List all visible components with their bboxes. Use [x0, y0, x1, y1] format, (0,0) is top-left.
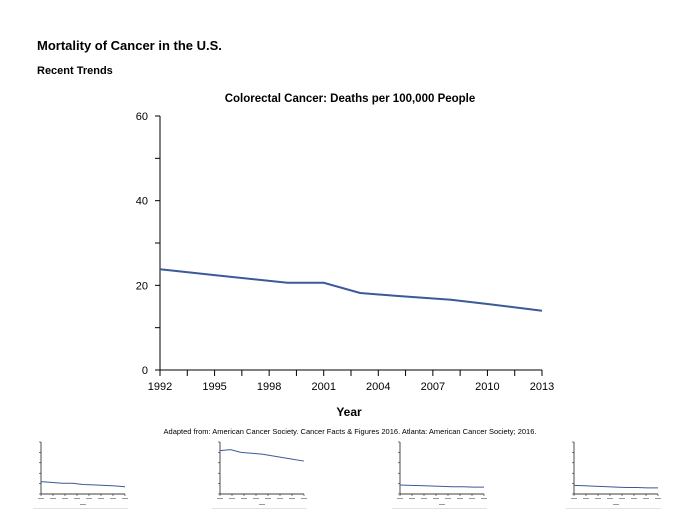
source-note: Adapted from: American Cancer Society. C… [164, 427, 537, 436]
x-tick-label: 1992 [148, 381, 172, 393]
thumb-x-label-glyph [301, 498, 307, 499]
thumb-x-label-glyph [457, 498, 463, 499]
thumb-x-label-glyph [643, 498, 649, 499]
thumb-x-label-glyph [631, 498, 637, 499]
thumb-x-label-glyph [277, 498, 283, 499]
x-tick-label: 2013 [530, 381, 554, 393]
chart-title: Colorectal Cancer: Deaths per 100,000 Pe… [225, 93, 476, 105]
x-tick-label: 1995 [202, 381, 226, 393]
chart-axes: 0 20 40 60 1992 1995 1998 2001 2004 2007 2010 2013 [136, 111, 554, 393]
thumb-x-label-glyph [265, 498, 271, 499]
thumbnail-chart-3[interactable] [392, 438, 487, 513]
thumb-xlabel-glyph [439, 504, 445, 505]
thumb-x-label-glyph [655, 498, 661, 499]
thumb-x-label-glyph [241, 498, 247, 499]
thumb-x-label-glyph [74, 498, 80, 499]
thumb-x-label-glyph [253, 498, 259, 499]
thumb-x-label-glyph [38, 498, 44, 499]
thumb-series-line [573, 484, 658, 489]
thumb-xlabel-glyph [259, 504, 265, 505]
page-subtitle: Recent Trends [37, 65, 113, 77]
x-tick-label: 2010 [475, 381, 499, 393]
thumb-x-label-glyph [50, 498, 56, 499]
thumb-x-label-glyph [583, 498, 589, 499]
thumb-x-label-glyph [445, 498, 451, 499]
thumb-x-label-glyph [595, 498, 601, 499]
thumb-x-label-glyph [481, 498, 487, 499]
x-tick-label: 2004 [366, 381, 390, 393]
y-tick-label: 20 [136, 280, 148, 292]
thumb-x-label-glyph [571, 498, 577, 499]
thumb-x-label-glyph [289, 498, 295, 499]
thumb-x-label-glyph [86, 498, 92, 499]
series-line [159, 268, 543, 312]
x-tick-label: 2007 [421, 381, 445, 393]
chart-series [159, 268, 543, 312]
thumbnail-chart-1[interactable] [33, 438, 128, 513]
y-tick-label: 0 [142, 365, 148, 377]
thumb-x-label-glyph [98, 498, 104, 499]
thumb-x-label-glyph [409, 498, 415, 499]
thumb-x-label-glyph [421, 498, 427, 499]
thumb-x-label-glyph [217, 498, 223, 499]
x-tick-label: 1998 [257, 381, 281, 393]
colorectal-mortality-chart: Colorectal Cancer: Deaths per 100,000 Pe… [136, 93, 554, 436]
thumb-x-label-glyph [110, 498, 116, 499]
thumb-x-label-glyph [229, 498, 235, 499]
page-title: Mortality of Cancer in the U.S. [37, 38, 222, 53]
thumb-x-label-glyph [469, 498, 475, 499]
thumb-xlabel-glyph [613, 504, 619, 505]
thumb-series-line [40, 481, 126, 488]
thumb-x-label-glyph [433, 498, 439, 499]
thumb-x-label-glyph [619, 498, 625, 499]
thumb-x-label-glyph [397, 498, 403, 499]
thumb-x-label-glyph [122, 498, 128, 499]
thumbnail-chart-4[interactable] [566, 438, 661, 513]
thumb-xlabel-glyph [80, 504, 86, 505]
x-tick-label: 2001 [311, 381, 335, 393]
y-tick-label: 60 [136, 111, 148, 123]
x-axis-label: Year [336, 405, 362, 419]
thumb-series-line [219, 449, 305, 462]
thumb-x-label-glyph [607, 498, 613, 499]
thumb-x-label-glyph [62, 498, 68, 499]
y-tick-label: 40 [136, 196, 148, 208]
thumb-series-line [399, 484, 484, 488]
thumbnail-chart-2[interactable] [212, 438, 307, 513]
